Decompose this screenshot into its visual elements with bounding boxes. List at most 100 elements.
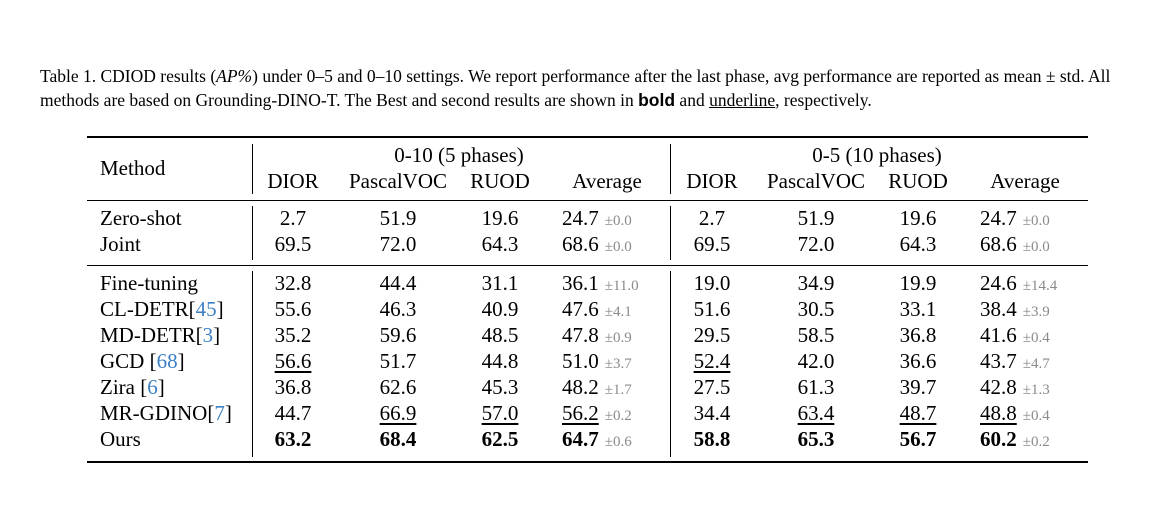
cell-value: 29.5 bbox=[693, 323, 731, 347]
table-cell-average: 68.6 ±0.0 bbox=[980, 231, 1090, 260]
cell-value: 64.3 bbox=[481, 232, 519, 256]
table-cell-pascalvoc: 30.5 bbox=[760, 296, 872, 322]
column-header-pascalvoc-g2: PascalVOC bbox=[767, 169, 865, 193]
cell-value: 24.6 bbox=[980, 271, 1017, 295]
std-value: ±1.7 bbox=[604, 382, 632, 398]
cell-value: 56.2 bbox=[562, 401, 599, 425]
column-header-dior-g2: DIOR bbox=[686, 169, 738, 193]
table-cell-average: 42.8 ±1.3 bbox=[980, 374, 1090, 403]
table-cell-dior: 55.6 bbox=[265, 296, 321, 322]
citation-link[interactable]: 68 bbox=[156, 349, 178, 373]
cell-value: 69.5 bbox=[693, 232, 731, 256]
table-cell-ruod: 39.7 bbox=[887, 374, 949, 400]
cell-value: 58.8 bbox=[693, 427, 731, 451]
citation-link[interactable]: 6 bbox=[147, 375, 158, 399]
table-cell-dior: 29.5 bbox=[684, 322, 740, 348]
table-cell-ruod: 57.0 bbox=[469, 400, 531, 426]
table-cell-pascalvoc: 42.0 bbox=[760, 348, 872, 374]
method-name: Fine-tuning bbox=[100, 270, 198, 296]
method-label: Joint bbox=[100, 232, 141, 256]
std-value: ±0.4 bbox=[1022, 408, 1050, 424]
cell-value: 51.7 bbox=[379, 349, 417, 373]
cell-value: 68.4 bbox=[379, 427, 417, 451]
cell-value: 46.3 bbox=[379, 297, 417, 321]
std-value: ±0.6 bbox=[604, 434, 632, 450]
caption-and: and bbox=[675, 90, 710, 110]
method-name: CL-DETR[45] bbox=[100, 297, 224, 321]
table-cell-dior: 56.6 bbox=[265, 348, 321, 374]
cell-value: 34.9 bbox=[797, 271, 835, 295]
citation-link[interactable]: 3 bbox=[202, 323, 214, 347]
cell-value: 2.7 bbox=[279, 206, 307, 230]
caption-underline-word: underline bbox=[709, 90, 776, 110]
table-cell-dior: 32.8 bbox=[265, 270, 321, 296]
next-paragraph-fragment bbox=[40, 503, 1150, 515]
cell-value: 24.7 bbox=[980, 206, 1017, 230]
table-cell-average: 24.6 ±14.4 bbox=[980, 270, 1090, 299]
table-cell-dior: 19.0 bbox=[684, 270, 740, 296]
table-cell-average: 56.2 ±0.2 bbox=[562, 400, 672, 429]
std-value: ±0.0 bbox=[604, 213, 632, 229]
table-cell-pascalvoc: 62.6 bbox=[342, 374, 454, 400]
table-cell-pascalvoc: 51.9 bbox=[342, 205, 454, 231]
cell-value: 48.7 bbox=[899, 401, 937, 425]
table-cell-average: 51.0 ±3.7 bbox=[562, 348, 672, 377]
table-baseline-rule bbox=[87, 265, 1088, 266]
header-group-0-10: 0-10 (5 phases) bbox=[394, 143, 524, 167]
citation-link[interactable]: 45 bbox=[195, 297, 217, 321]
column-header-average-g1: Average bbox=[572, 169, 642, 193]
column-header-pascalvoc-g1: PascalVOC bbox=[349, 169, 447, 193]
method-name: MD-DETR[3] bbox=[100, 323, 221, 347]
table-header-rule bbox=[87, 200, 1088, 201]
table-cell-ruod: 36.6 bbox=[887, 348, 949, 374]
table-cell-average: 41.6 ±0.4 bbox=[980, 322, 1090, 351]
cell-value: 2.7 bbox=[698, 206, 726, 230]
table-cell-dior: 63.2 bbox=[265, 426, 321, 452]
table-cell-average: 68.6 ±0.0 bbox=[562, 231, 672, 260]
table-cell-ruod: 19.6 bbox=[887, 205, 949, 231]
cell-value: 48.2 bbox=[562, 375, 599, 399]
cell-value: 24.7 bbox=[562, 206, 599, 230]
cell-value: 62.6 bbox=[379, 375, 417, 399]
cell-value: 32.8 bbox=[274, 271, 312, 295]
cell-value: 31.1 bbox=[481, 271, 519, 295]
table-cell-average: 48.8 ±0.4 bbox=[980, 400, 1090, 429]
cell-value: 48.8 bbox=[980, 401, 1017, 425]
cell-value: 40.9 bbox=[481, 297, 519, 321]
vline-header-1 bbox=[252, 144, 253, 194]
caption-bold-word: bold bbox=[638, 90, 676, 110]
table-cell-ruod: 36.8 bbox=[887, 322, 949, 348]
table-bottom-rule bbox=[87, 461, 1088, 463]
cell-value: 56.7 bbox=[899, 427, 937, 451]
vline-base-1 bbox=[252, 206, 253, 260]
cell-value: 52.4 bbox=[693, 349, 731, 373]
cell-value: 19.9 bbox=[899, 271, 937, 295]
std-value: ±4.1 bbox=[604, 304, 632, 320]
vline-methods-2 bbox=[670, 271, 671, 457]
table-cell-average: 64.7 ±0.6 bbox=[562, 426, 672, 455]
cell-value: 44.8 bbox=[481, 349, 519, 373]
cell-value: 44.4 bbox=[379, 271, 417, 295]
cell-value: 55.6 bbox=[274, 297, 312, 321]
table-cell-ruod: 33.1 bbox=[887, 296, 949, 322]
column-header-ruod-g2: RUOD bbox=[888, 169, 948, 193]
table-cell-average: 36.1 ±11.0 bbox=[562, 270, 672, 299]
method-label: Ours bbox=[100, 427, 141, 451]
cell-value: 47.8 bbox=[562, 323, 599, 347]
cell-value: 33.1 bbox=[899, 297, 937, 321]
std-value: ±0.4 bbox=[1022, 330, 1050, 346]
table-cell-average: 43.7 ±4.7 bbox=[980, 348, 1090, 377]
table-cell-pascalvoc: 59.6 bbox=[342, 322, 454, 348]
table-cell-dior: 27.5 bbox=[684, 374, 740, 400]
table-cell-dior: 51.6 bbox=[684, 296, 740, 322]
cell-value: 36.1 bbox=[562, 271, 599, 295]
std-value: ±14.4 bbox=[1022, 278, 1058, 294]
citation-link[interactable]: 7 bbox=[214, 401, 225, 425]
cell-value: 42.0 bbox=[797, 349, 835, 373]
table-cell-dior: 58.8 bbox=[684, 426, 740, 452]
cell-value: 72.0 bbox=[797, 232, 835, 256]
method-label: CL-DETR bbox=[100, 297, 189, 321]
cell-value: 51.0 bbox=[562, 349, 599, 373]
table-cell-ruod: 40.9 bbox=[469, 296, 531, 322]
cell-value: 45.3 bbox=[481, 375, 519, 399]
